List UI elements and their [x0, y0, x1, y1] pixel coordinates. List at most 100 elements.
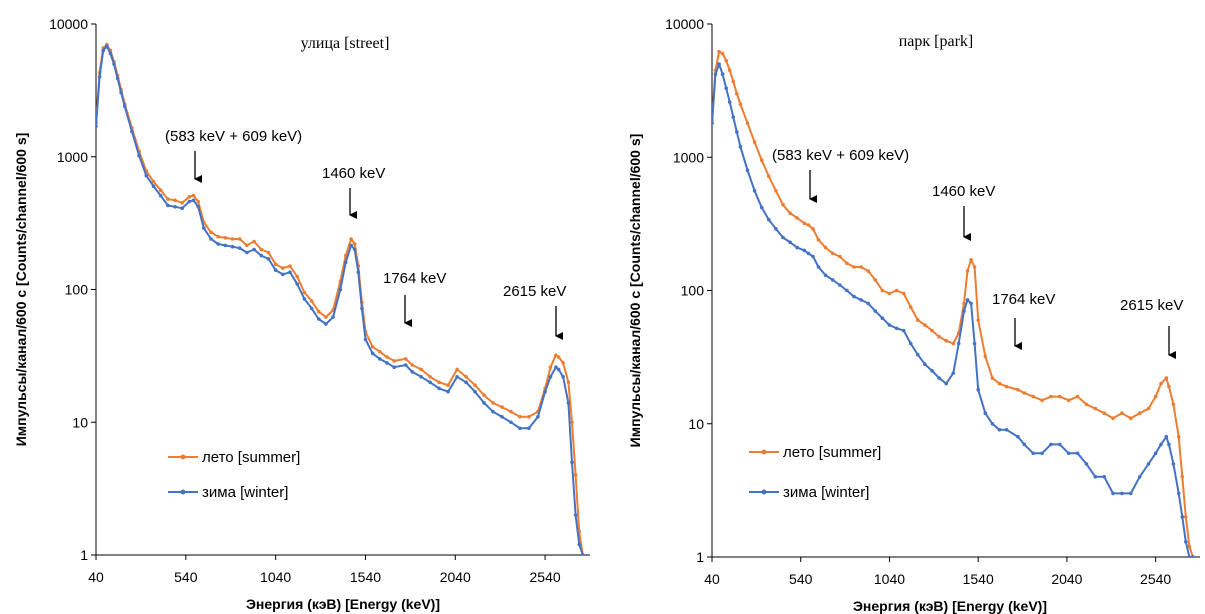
data-point	[811, 227, 815, 231]
data-point	[566, 380, 571, 385]
data-point	[437, 386, 441, 391]
data-point	[873, 309, 878, 313]
data-point	[976, 387, 980, 392]
data-point	[1191, 555, 1195, 557]
data-point	[324, 322, 328, 326]
data-point	[738, 102, 743, 106]
x-tick-label: 40	[88, 569, 104, 585]
data-point	[717, 62, 721, 66]
data-point	[554, 353, 558, 358]
data-point	[745, 168, 750, 172]
data-point	[561, 361, 565, 365]
data-point	[802, 248, 807, 253]
legend-label: зима [winter]	[202, 484, 288, 501]
data-point	[1153, 394, 1158, 399]
data-point	[356, 270, 361, 275]
data-point	[1102, 411, 1106, 416]
data-point	[509, 409, 513, 414]
data-point	[997, 381, 1002, 386]
data-point	[316, 317, 321, 321]
data-point	[944, 338, 948, 343]
data-point	[951, 341, 956, 346]
data-point	[1164, 376, 1169, 380]
data-point	[403, 363, 408, 367]
data-point	[930, 328, 934, 333]
data-point	[144, 173, 149, 178]
data-point	[1058, 394, 1062, 399]
data-point	[500, 405, 504, 409]
data-point	[252, 239, 256, 244]
series-line	[712, 50, 1194, 557]
y-axis-title: Импульсы/канал/600 с [Counts/channel/600…	[627, 134, 643, 448]
data-point	[1187, 555, 1192, 557]
data-point	[1075, 394, 1080, 399]
data-point	[727, 100, 732, 104]
data-point	[1167, 442, 1171, 447]
data-point	[923, 362, 927, 367]
data-point	[752, 140, 757, 144]
data-point	[901, 328, 906, 333]
data-point	[187, 194, 192, 199]
peak-annotation-label: 1460 keV	[932, 183, 995, 200]
data-point	[491, 409, 495, 414]
data-point	[573, 513, 578, 517]
data-point	[735, 130, 739, 134]
data-point	[223, 243, 228, 248]
data-point	[859, 298, 863, 302]
data-point	[1084, 462, 1089, 466]
series-winter	[96, 44, 585, 555]
legend-label: лето [summer]	[783, 444, 881, 461]
data-point	[343, 260, 348, 265]
data-point	[1153, 451, 1158, 456]
data-point	[209, 230, 213, 234]
data-point	[455, 367, 459, 372]
data-point	[446, 389, 450, 394]
data-point	[130, 129, 134, 134]
data-point	[724, 86, 728, 90]
data-point	[1004, 384, 1009, 389]
x-axis-title: Энергия (кэВ) [Energy (keV)]	[246, 596, 440, 612]
data-point	[908, 341, 913, 346]
data-point	[983, 354, 988, 359]
data-point	[712, 121, 714, 125]
data-point	[1129, 416, 1133, 421]
data-point	[951, 371, 956, 375]
data-point	[781, 203, 785, 207]
data-point	[830, 278, 835, 282]
data-point	[581, 553, 585, 555]
data-point	[838, 283, 842, 287]
data-point	[548, 375, 553, 379]
data-point	[151, 184, 156, 188]
data-point	[738, 144, 743, 149]
peak-annotation-label: 2615 keV	[503, 283, 566, 300]
legend-marker	[180, 489, 186, 495]
data-point	[536, 415, 540, 419]
data-point	[392, 365, 397, 370]
data-point	[1093, 475, 1098, 479]
data-point	[230, 244, 235, 249]
data-point	[482, 393, 486, 398]
data-point	[419, 375, 423, 379]
data-point	[577, 542, 581, 547]
data-point	[527, 426, 531, 431]
data-point	[916, 318, 920, 322]
data-point	[1164, 434, 1169, 439]
data-point	[245, 250, 249, 255]
legend: лето [summer] зима [winter]	[749, 444, 881, 501]
series-line	[96, 45, 584, 555]
peak-annotation-label: (583 keV + 609 keV)	[165, 128, 302, 145]
legend-marker	[180, 454, 186, 460]
data-point	[845, 261, 849, 266]
data-point	[1111, 491, 1115, 496]
data-point	[969, 301, 973, 306]
x-tick-label: 540	[789, 571, 813, 587]
data-point	[845, 288, 849, 293]
park-spectrum-chart: 1 10 100 1000 10000 40 540 1040 1540 2040 2540 Энер…	[627, 16, 1200, 614]
data-point	[731, 79, 736, 84]
legend: лето [summer] зима [winter]	[168, 449, 300, 501]
data-point	[965, 269, 970, 273]
data-point	[370, 345, 375, 349]
data-point	[997, 428, 1002, 432]
data-point	[180, 201, 184, 205]
data-point	[166, 203, 170, 208]
